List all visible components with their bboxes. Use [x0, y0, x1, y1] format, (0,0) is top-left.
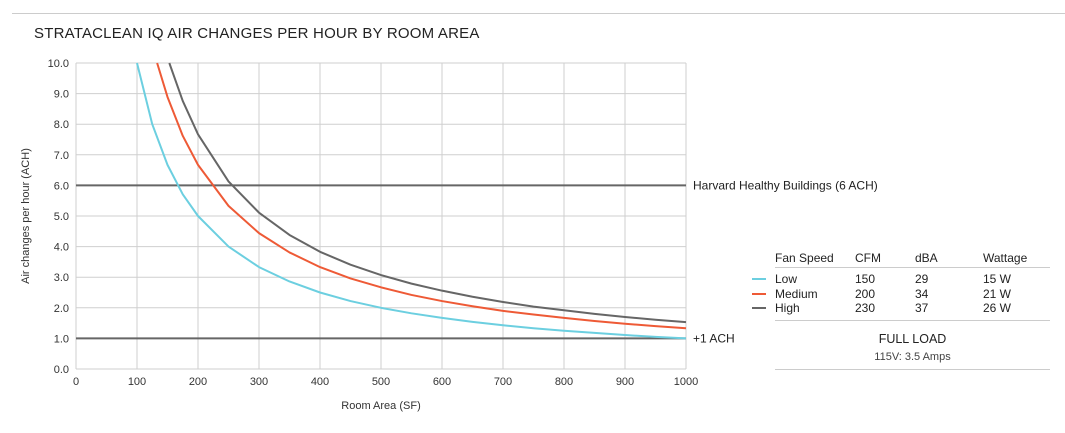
- table-header: Fan Speed CFM dBA Wattage: [775, 248, 1050, 268]
- fan-speed: High: [775, 301, 800, 316]
- cfm: 230: [855, 301, 876, 316]
- x-tick-label: 700: [494, 376, 512, 388]
- header-cfm: CFM: [855, 250, 881, 265]
- series-line-low: [136, 62, 687, 340]
- y-tick-label: 5.0: [54, 211, 69, 223]
- y-tick-label: 1.0: [54, 333, 69, 345]
- x-tick-label: 600: [433, 376, 451, 388]
- y-tick-label: 8.0: [54, 119, 69, 131]
- x-axis-label: Room Area (SF): [341, 400, 420, 412]
- table-row: High 230 37 26 W: [752, 301, 1050, 316]
- legend-swatch: [752, 292, 766, 295]
- amps-label: 115V: 3.5 Amps: [775, 346, 1050, 370]
- legend-swatch: [752, 278, 766, 281]
- y-tick-label: 2.0: [54, 303, 69, 315]
- wattage: 21 W: [983, 286, 1012, 301]
- fan-speed-table: Fan Speed CFM dBA Wattage Low 150 29 15 …: [752, 248, 1050, 370]
- x-tick-label: 1000: [674, 376, 698, 388]
- cfm: 200: [855, 286, 876, 301]
- x-tick-label: 0: [73, 376, 79, 388]
- dba: 29: [915, 272, 929, 287]
- y-tick-label: 3.0: [54, 272, 69, 284]
- y-axis-label: Air changes per hour (ACH): [20, 148, 32, 284]
- fan-speed: Low: [775, 272, 798, 287]
- table-row: Low 150 29 15 W: [752, 272, 1050, 287]
- y-tick-label: 7.0: [54, 150, 69, 162]
- chart-title: STRATACLEAN IQ AIR CHANGES PER HOUR BY R…: [34, 25, 480, 42]
- series-line-high: [168, 62, 687, 324]
- x-tick-label: 300: [250, 376, 268, 388]
- dba: 37: [915, 301, 929, 316]
- divider: [12, 13, 1065, 14]
- y-tick-label: 10.0: [48, 58, 69, 70]
- header-dba: dBA: [915, 250, 938, 265]
- x-tick-label: 400: [311, 376, 329, 388]
- y-tick-label: 0.0: [54, 364, 69, 376]
- y-tick-label: 6.0: [54, 180, 69, 192]
- cfm: 150: [855, 272, 876, 287]
- series-line-medium: [156, 62, 687, 330]
- reference-line-label: Harvard Healthy Buildings (6 ACH): [693, 178, 878, 192]
- x-tick-label: 900: [616, 376, 634, 388]
- reference-line-label: +1 ACH: [693, 331, 735, 345]
- x-tick-label: 100: [128, 376, 146, 388]
- table-row: Medium 200 34 21 W: [752, 286, 1050, 302]
- x-tick-label: 500: [372, 376, 390, 388]
- header-fan-speed: Fan Speed: [775, 250, 834, 265]
- wattage: 26 W: [983, 301, 1012, 316]
- legend-swatch: [752, 307, 766, 310]
- y-tick-label: 4.0: [54, 242, 69, 254]
- full-load-label: FULL LOAD: [775, 319, 1050, 346]
- y-tick-label: 9.0: [54, 89, 69, 101]
- header-wattage: Wattage: [983, 250, 1028, 265]
- dba: 34: [915, 286, 929, 301]
- x-tick-label: 200: [189, 376, 207, 388]
- x-tick-label: 800: [555, 376, 573, 388]
- wattage: 15 W: [983, 272, 1012, 287]
- fan-speed: Medium: [775, 286, 818, 301]
